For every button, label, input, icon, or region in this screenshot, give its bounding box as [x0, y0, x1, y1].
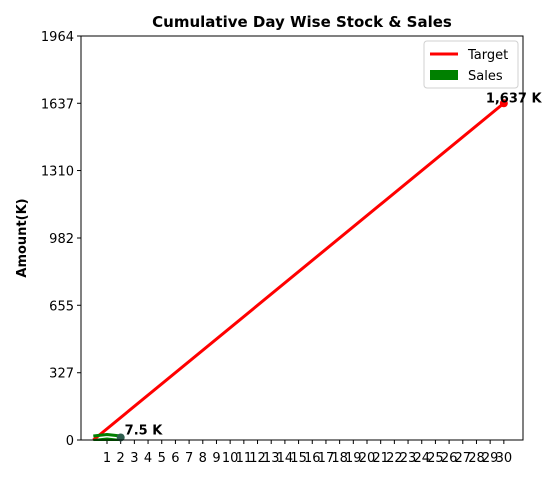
x-tick-label-5: 6 — [171, 451, 179, 466]
y-axis-label: Amount(K) — [15, 198, 30, 277]
x-tick-label-14: 15 — [290, 451, 307, 466]
x-tick-label-24: 25 — [427, 451, 444, 466]
y-tick-label-4: 1310 — [41, 165, 74, 180]
x-tick-label-20: 21 — [372, 451, 389, 466]
y-tick-label-0: 0 — [66, 434, 74, 449]
x-tick-label-18: 19 — [345, 451, 362, 466]
x-tick-label-29: 30 — [496, 451, 513, 466]
legend-label-sales: Sales — [468, 69, 503, 84]
data-label-target: 1,637 K — [486, 91, 543, 106]
x-tick-label-3: 4 — [144, 451, 152, 466]
x-tick-label-11: 12 — [249, 451, 266, 466]
x-tick-label-16: 17 — [318, 451, 335, 466]
x-tick-label-27: 28 — [468, 451, 485, 466]
legend-label-target: Target — [467, 48, 508, 63]
x-tick-label-1: 2 — [117, 451, 125, 466]
y-tick-label-5: 1637 — [41, 97, 74, 112]
x-tick-label-21: 22 — [386, 451, 403, 466]
x-tick-label-7: 8 — [199, 451, 207, 466]
y-tick-label-6: 1964 — [41, 30, 74, 45]
series-line-target — [92, 102, 505, 442]
x-tick-label-12: 13 — [263, 451, 280, 466]
y-tick-label-3: 982 — [49, 232, 74, 247]
y-tick-label-1: 327 — [49, 367, 74, 382]
x-tick-label-2: 3 — [130, 451, 138, 466]
x-tick-label-26: 27 — [455, 451, 472, 466]
x-tick-label-13: 14 — [277, 451, 294, 466]
y-tick-label-2: 655 — [49, 299, 74, 314]
series-point-sales — [116, 433, 125, 442]
x-tick-label-23: 24 — [413, 451, 430, 466]
x-tick-label-0: 1 — [103, 451, 111, 466]
x-tick-label-4: 5 — [158, 451, 166, 466]
legend: Target Sales — [423, 40, 519, 89]
x-tick-label-8: 9 — [212, 451, 220, 466]
x-tick-label-19: 20 — [359, 451, 376, 466]
x-tick-label-15: 16 — [304, 451, 321, 466]
chart-title: Cumulative Day Wise Stock & Sales — [152, 13, 452, 31]
legend-swatch-sales — [430, 70, 458, 80]
x-tick-label-17: 18 — [331, 451, 348, 466]
axes-frame — [80, 35, 524, 441]
series-point-target — [499, 99, 508, 108]
x-tick-label-28: 29 — [482, 451, 499, 466]
data-label-sales: 7.5 K — [125, 423, 164, 438]
x-tick-label-9: 10 — [222, 451, 239, 466]
x-tick-label-25: 26 — [441, 451, 458, 466]
series-line-sales — [93, 432, 121, 438]
x-tick-label-10: 11 — [236, 451, 253, 466]
x-tick-label-6: 7 — [185, 451, 193, 466]
x-tick-label-22: 23 — [400, 451, 417, 466]
